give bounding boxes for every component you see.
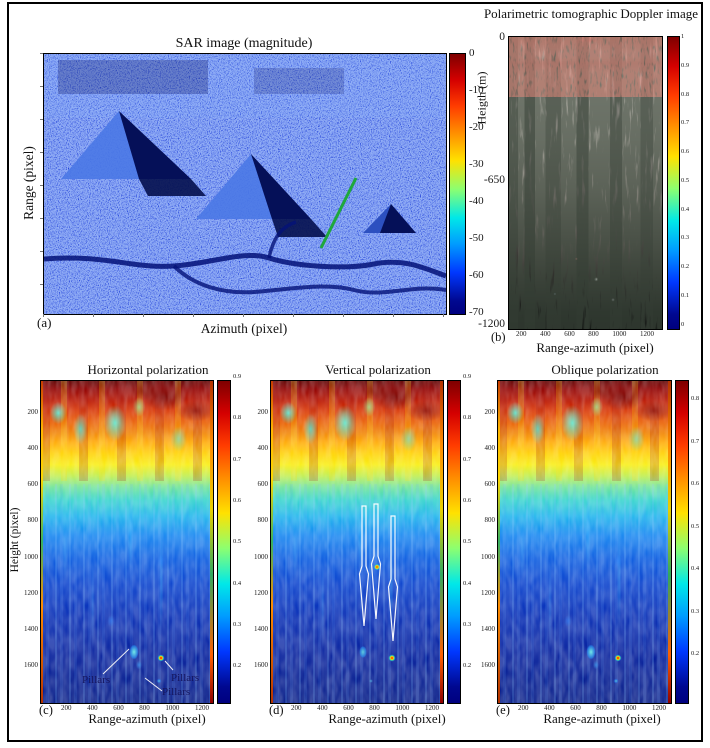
figure-frame bbox=[7, 2, 703, 742]
